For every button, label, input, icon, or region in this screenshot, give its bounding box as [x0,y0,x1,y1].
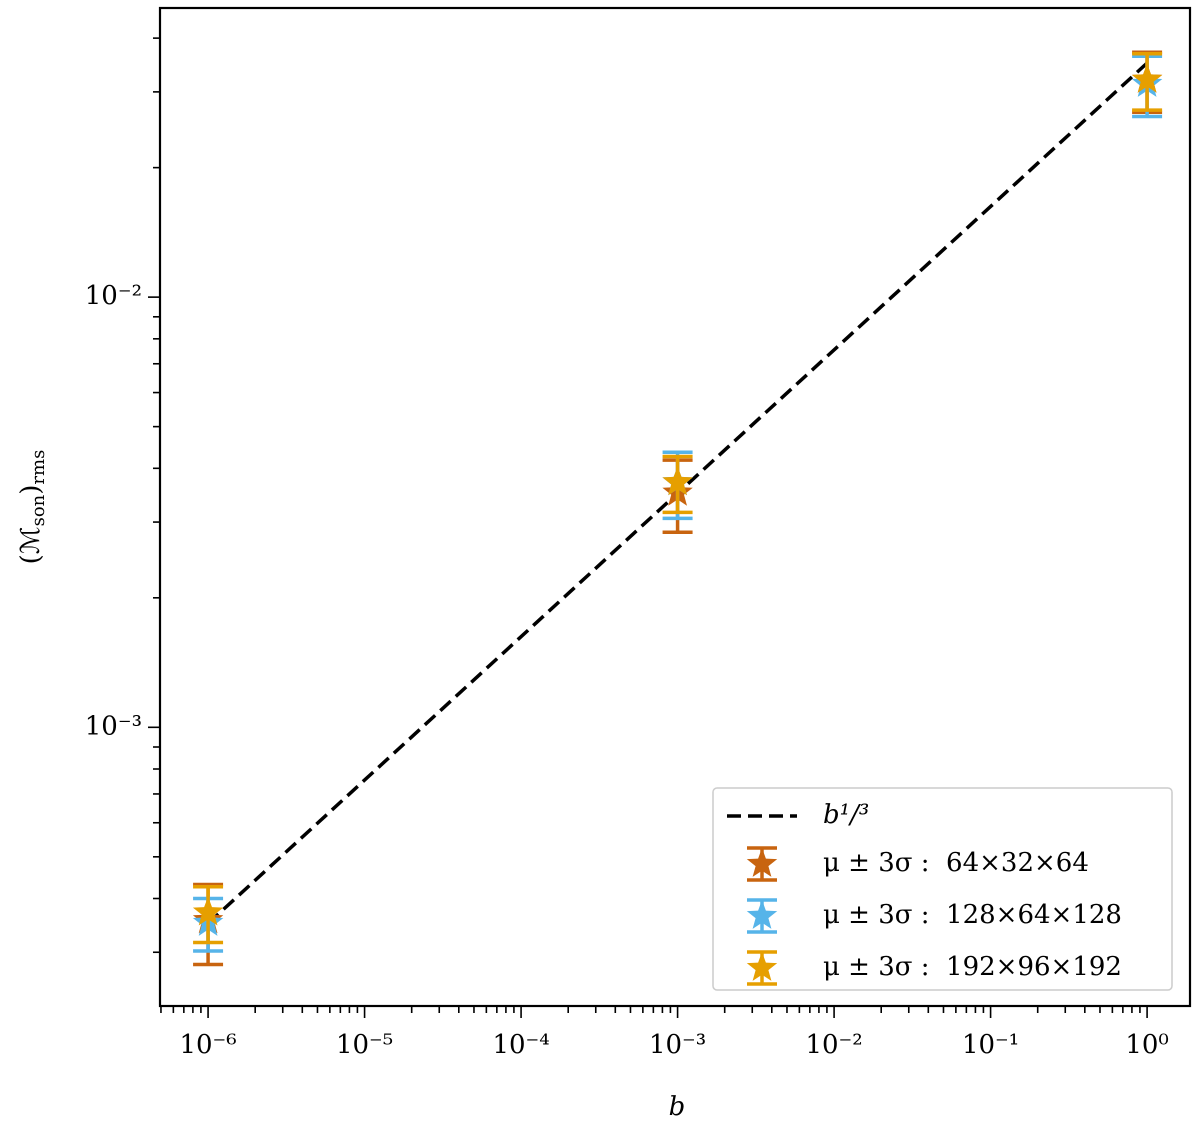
x-tick-label: 10⁰ [1125,1030,1169,1060]
x-tick-label: 10⁻¹ [962,1030,1019,1060]
x-axis-label: b [669,1092,686,1122]
legend-star [746,952,778,981]
y-axis-label: (ℳson)rms [16,450,49,565]
y-tick-label: 10⁻² [85,281,142,311]
x-tick-label: 10⁻³ [649,1030,706,1060]
y-label-part: ) [16,485,46,495]
x-tick-label: 10⁻⁴ [492,1030,549,1060]
legend-label: μ ± 3σ : 64×32×64 [823,848,1089,878]
legend-label: μ ± 3σ : 192×96×192 [823,952,1122,982]
star-marker [1131,63,1163,93]
y-tick-label: 10⁻³ [85,711,142,741]
legend-box [712,787,1173,991]
x-tick-label: 10⁻⁵ [336,1030,393,1060]
y-label-part: son [28,494,49,526]
star-marker [662,466,693,496]
x-tick-label: 10⁻² [805,1030,862,1060]
y-label-part: (ℳ [16,526,46,564]
star-marker [192,896,224,926]
legend-label: μ ± 3σ : 128×64×128 [823,900,1122,930]
legend-star [746,848,778,877]
y-label-part: rms [28,450,49,485]
legend-label: b¹/³ [823,800,869,830]
x-tick-label: 10⁻⁶ [179,1030,236,1060]
legend-star [746,900,778,929]
plot-frame [158,6,1192,1008]
